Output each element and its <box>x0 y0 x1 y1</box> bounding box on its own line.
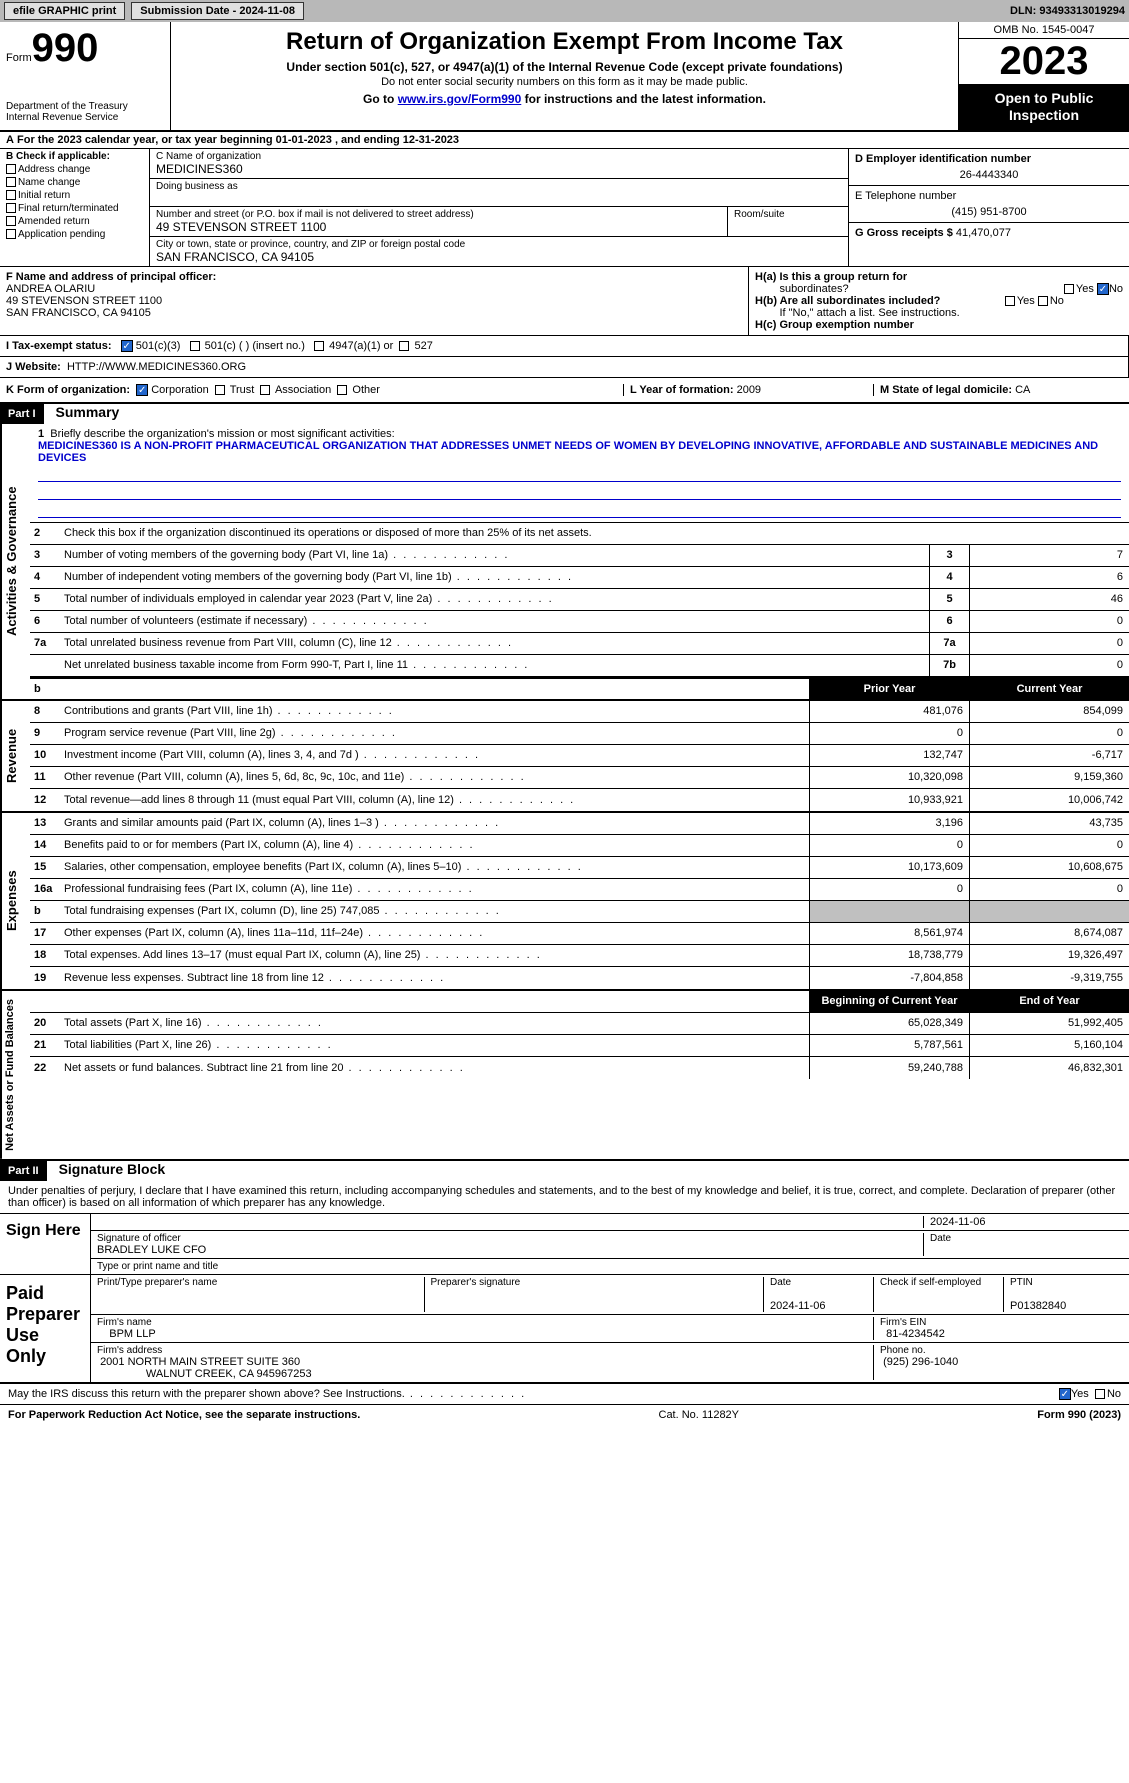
mission-text: MEDICINES360 IS A NON-PROFIT PHARMACEUTI… <box>38 440 1098 464</box>
phone: (415) 951-8700 <box>855 202 1123 218</box>
subtitle-1: Under section 501(c), 527, or 4947(a)(1)… <box>179 60 950 74</box>
subtitle-3: Go to www.irs.gov/Form990 for instructio… <box>179 92 950 106</box>
firm-ein: 81-4234542 <box>886 1328 945 1340</box>
paid-preparer-block: Paid Preparer Use Only Print/Type prepar… <box>0 1275 1129 1383</box>
penalties-text: Under penalties of perjury, I declare th… <box>0 1181 1129 1214</box>
row-ag-3: 3Number of voting members of the governi… <box>30 545 1129 567</box>
chk-pending[interactable] <box>6 229 16 239</box>
chk-527[interactable] <box>399 341 409 351</box>
ein: 26-4443340 <box>855 165 1123 181</box>
table-row: 14Benefits paid to or for members (Part … <box>30 835 1129 857</box>
chk-501c[interactable] <box>190 341 200 351</box>
table-row: 9Program service revenue (Part VIII, lin… <box>30 723 1129 745</box>
irs-label: Internal Revenue Service <box>6 112 164 123</box>
table-row: 12Total revenue—add lines 8 through 11 (… <box>30 789 1129 811</box>
side-ag: Activities & Governance <box>0 424 30 699</box>
chk-final[interactable] <box>6 203 16 213</box>
side-netassets: Net Assets or Fund Balances <box>0 991 30 1159</box>
firm-name: BPM LLP <box>109 1328 155 1340</box>
open-to-public: Open to PublicInspection <box>959 84 1129 130</box>
chk-address[interactable] <box>6 164 16 174</box>
table-row: 8Contributions and grants (Part VIII, li… <box>30 701 1129 723</box>
sign-here-block: Sign Here 2024-11-06 Signature of office… <box>0 1214 1129 1275</box>
chk-ha-yes[interactable] <box>1064 284 1074 294</box>
table-row: 16aProfessional fundraising fees (Part I… <box>30 879 1129 901</box>
ptin: P01382840 <box>1010 1300 1066 1312</box>
submission-date: 2024-11-08 <box>239 5 295 17</box>
table-row: 11Other revenue (Part VIII, column (A), … <box>30 767 1129 789</box>
table-row: 10Investment income (Part VIII, column (… <box>30 745 1129 767</box>
row-ag-7a: 7aTotal unrelated business revenue from … <box>30 633 1129 655</box>
box-h: H(a) Is this a group return for subordin… <box>749 267 1129 335</box>
dln: DLN: 93493313019294 <box>1010 5 1125 17</box>
prep-phone: (925) 296-1040 <box>883 1356 958 1368</box>
row-ag-6: 6Total number of volunteers (estimate if… <box>30 611 1129 633</box>
chk-hb-yes[interactable] <box>1005 296 1015 306</box>
form-header: Form990 Department of the Treasury Inter… <box>0 22 1129 132</box>
officer-sig-name: BRADLEY LUKE CFO <box>97 1244 206 1256</box>
chk-other[interactable] <box>337 385 347 395</box>
table-row: 17Other expenses (Part IX, column (A), l… <box>30 923 1129 945</box>
box-f: F Name and address of principal officer:… <box>0 267 749 335</box>
discuss-row: May the IRS discuss this return with the… <box>0 1383 1129 1404</box>
form-word: Form <box>6 52 32 64</box>
chk-name[interactable] <box>6 177 16 187</box>
chk-4947[interactable] <box>314 341 324 351</box>
side-revenue: Revenue <box>0 701 30 811</box>
efile-btn[interactable]: efile GRAPHIC print <box>4 2 125 20</box>
table-row: 20Total assets (Part X, line 16)65,028,3… <box>30 1013 1129 1035</box>
footer: For Paperwork Reduction Act Notice, see … <box>0 1404 1129 1425</box>
state-domicile: CA <box>1015 384 1030 396</box>
table-row: 19Revenue less expenses. Subtract line 1… <box>30 967 1129 989</box>
period-row: A For the 2023 calendar year, or tax yea… <box>0 132 1129 149</box>
omb-number: OMB No. 1545-0047 <box>959 22 1129 39</box>
chk-hb-no[interactable] <box>1038 296 1048 306</box>
chk-ha-no[interactable]: ✓ <box>1097 283 1109 295</box>
chk-assoc[interactable] <box>260 385 270 395</box>
part1-header: Part ISummary <box>0 404 1129 424</box>
street-address: 49 STEVENSON STREET 1100 <box>156 220 326 234</box>
officer-name: ANDREA OLARIU <box>6 283 95 295</box>
city-state-zip: SAN FRANCISCO, CA 94105 <box>156 250 314 264</box>
form-title: Return of Organization Exempt From Incom… <box>179 28 950 56</box>
gross-receipts: 41,470,077 <box>956 227 1011 239</box>
table-row: bTotal fundraising expenses (Part IX, co… <box>30 901 1129 923</box>
box-i: I Tax-exempt status: ✓ 501(c)(3) 501(c) … <box>0 336 1129 356</box>
tax-year: 2023 <box>959 39 1129 84</box>
row-ag-7b: Net unrelated business taxable income fr… <box>30 655 1129 677</box>
table-row: 15Salaries, other compensation, employee… <box>30 857 1129 879</box>
chk-corp[interactable]: ✓ <box>136 384 148 396</box>
row-hdr-py-cy: b Prior YearCurrent Year <box>30 677 1129 699</box>
website-url: HTTP://WWW.MEDICINES360.ORG <box>67 361 246 373</box>
chk-discuss-no[interactable] <box>1095 1389 1105 1399</box>
row-ag-4: 4Number of independent voting members of… <box>30 567 1129 589</box>
chk-discuss-yes[interactable]: ✓ <box>1059 1388 1071 1400</box>
box-d: D Employer identification number 26-4443… <box>849 149 1129 266</box>
table-row: 22Net assets or fund balances. Subtract … <box>30 1057 1129 1079</box>
chk-trust[interactable] <box>215 385 225 395</box>
submission-btn[interactable]: Submission Date - 2024-11-08 <box>131 2 304 20</box>
submission-label: Submission Date <box>140 5 229 17</box>
part2-header: Part IISignature Block <box>0 1161 1129 1181</box>
irs-link[interactable]: www.irs.gov/Form990 <box>398 92 522 106</box>
chk-501c3[interactable]: ✓ <box>121 340 133 352</box>
box-j: J Website: HTTP://WWW.MEDICINES360.ORG <box>0 357 1129 377</box>
chk-initial[interactable] <box>6 190 16 200</box>
chk-amended[interactable] <box>6 216 16 226</box>
table-row: 21Total liabilities (Part X, line 26)5,7… <box>30 1035 1129 1057</box>
row-ag-5: 5Total number of individuals employed in… <box>30 589 1129 611</box>
table-row: 18Total expenses. Add lines 13–17 (must … <box>30 945 1129 967</box>
subtitle-2: Do not enter social security numbers on … <box>179 76 950 88</box>
year-formation: 2009 <box>737 384 761 396</box>
side-expenses: Expenses <box>0 813 30 989</box>
table-row: 13Grants and similar amounts paid (Part … <box>30 813 1129 835</box>
box-c: C Name of organization MEDICINES360 Doin… <box>150 149 849 266</box>
dept-treasury: Department of the Treasury <box>6 101 164 112</box>
row-hdr-begin-end: Beginning of Current YearEnd of Year <box>30 991 1129 1013</box>
top-bar: efile GRAPHIC print Submission Date - 20… <box>0 0 1129 22</box>
row-klm: K Form of organization: ✓ Corporation Tr… <box>0 378 1129 404</box>
form-number: 990 <box>32 26 99 70</box>
org-name: MEDICINES360 <box>156 162 243 176</box>
box-b: B Check if applicable: Address change Na… <box>0 149 150 266</box>
